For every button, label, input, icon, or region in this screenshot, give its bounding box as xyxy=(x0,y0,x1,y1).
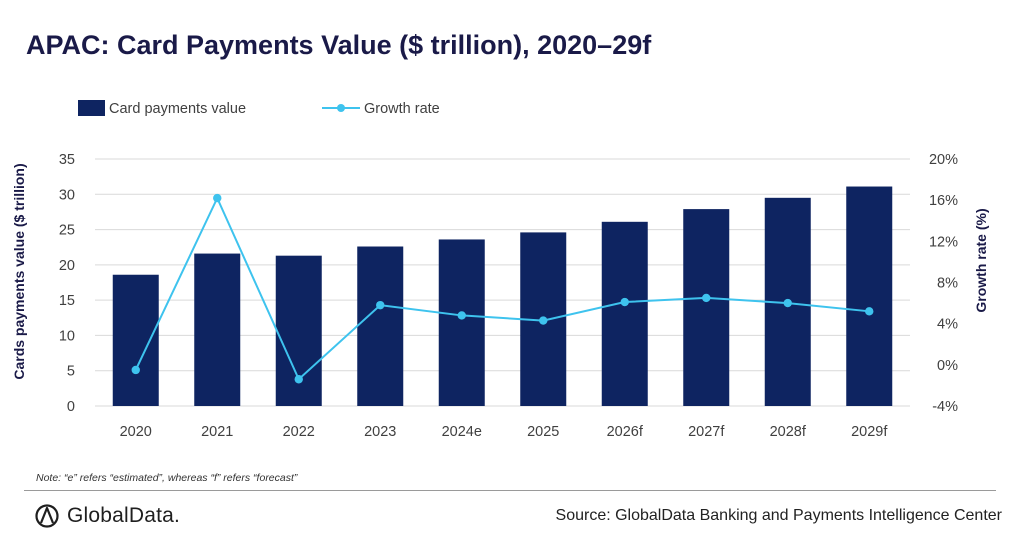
globaldata-logo: GlobalData. xyxy=(34,503,180,529)
growth-point xyxy=(865,307,874,316)
growth-point xyxy=(131,365,140,375)
y2-tick-label: 20% xyxy=(929,152,958,168)
y2-tick-label: 4% xyxy=(937,317,958,333)
x-tick-label: 2022 xyxy=(283,424,315,440)
legend-line-marker xyxy=(337,104,345,112)
growth-point xyxy=(539,316,548,325)
y-tick-label: 0 xyxy=(67,399,75,415)
bar xyxy=(275,255,322,406)
x-tick-label: 2028f xyxy=(770,424,807,440)
x-tick-label: 2026f xyxy=(607,424,644,440)
globaldata-logo-icon xyxy=(35,504,59,528)
bar xyxy=(357,246,404,406)
legend-line-label: Growth rate xyxy=(364,101,440,117)
footnote: Note: “e” refers “estimated”, whereas “f… xyxy=(36,472,298,484)
y2-tick-label: 16% xyxy=(929,193,958,209)
x-tick-label: 2023 xyxy=(364,424,396,440)
logo-text: GlobalData. xyxy=(67,504,181,527)
growth-point xyxy=(457,311,466,320)
chart-title: APAC: Card Payments Value ($ trillion), … xyxy=(26,30,652,60)
y-tick-label: 5 xyxy=(67,364,75,380)
bar xyxy=(194,253,241,406)
bar xyxy=(112,274,159,406)
x-tick-label: 2027f xyxy=(688,424,725,440)
growth-point xyxy=(376,300,385,310)
y2-tick-label: 0% xyxy=(937,358,958,374)
x-tick-label: 2020 xyxy=(120,424,152,440)
bar xyxy=(438,239,485,406)
bar-series xyxy=(112,186,893,406)
y-tick-label: 20 xyxy=(59,258,75,274)
growth-point xyxy=(702,293,711,303)
x-tick-label: 2021 xyxy=(201,424,233,440)
x-tick-label: 2025 xyxy=(527,424,559,440)
legend-bar-swatch xyxy=(78,100,105,116)
y2-tick-label: -4% xyxy=(932,399,958,415)
source-text: Source: GlobalData Banking and Payments … xyxy=(555,507,1002,524)
growth-line xyxy=(134,195,870,381)
left-axis-title: Cards payments value ($ trillion) xyxy=(11,163,27,379)
legend-bar-label: Card payments value xyxy=(109,101,246,117)
right-axis-title: Growth rate (%) xyxy=(973,208,989,312)
x-tick-label: 2029f xyxy=(851,424,888,440)
legend: Card payments value Growth rate xyxy=(78,100,440,117)
bar xyxy=(601,221,648,406)
y-tick-label: 35 xyxy=(59,152,75,168)
right-axis-ticks: -4% 0% 4% 8% 12% 16% 20% xyxy=(929,152,958,415)
growth-point xyxy=(213,193,222,203)
left-axis-ticks: 0 5 10 15 20 25 30 35 xyxy=(59,152,75,415)
x-tick-label: 2024e xyxy=(442,424,482,440)
line-series xyxy=(131,193,874,384)
growth-point xyxy=(783,298,792,308)
y2-tick-label: 12% xyxy=(929,234,958,250)
y-tick-label: 15 xyxy=(59,293,75,309)
x-axis-ticks: 2020 2021 2022 2023 2024e 2025 2026f 2027f 2028f… xyxy=(120,424,889,440)
y-tick-label: 30 xyxy=(59,187,75,203)
y-tick-label: 10 xyxy=(59,328,75,344)
growth-point xyxy=(620,297,629,307)
bar xyxy=(846,186,893,406)
bar xyxy=(683,209,730,406)
y-tick-label: 25 xyxy=(59,223,75,239)
footer-divider xyxy=(24,490,996,491)
y2-tick-label: 8% xyxy=(937,276,958,292)
growth-point xyxy=(294,375,303,384)
